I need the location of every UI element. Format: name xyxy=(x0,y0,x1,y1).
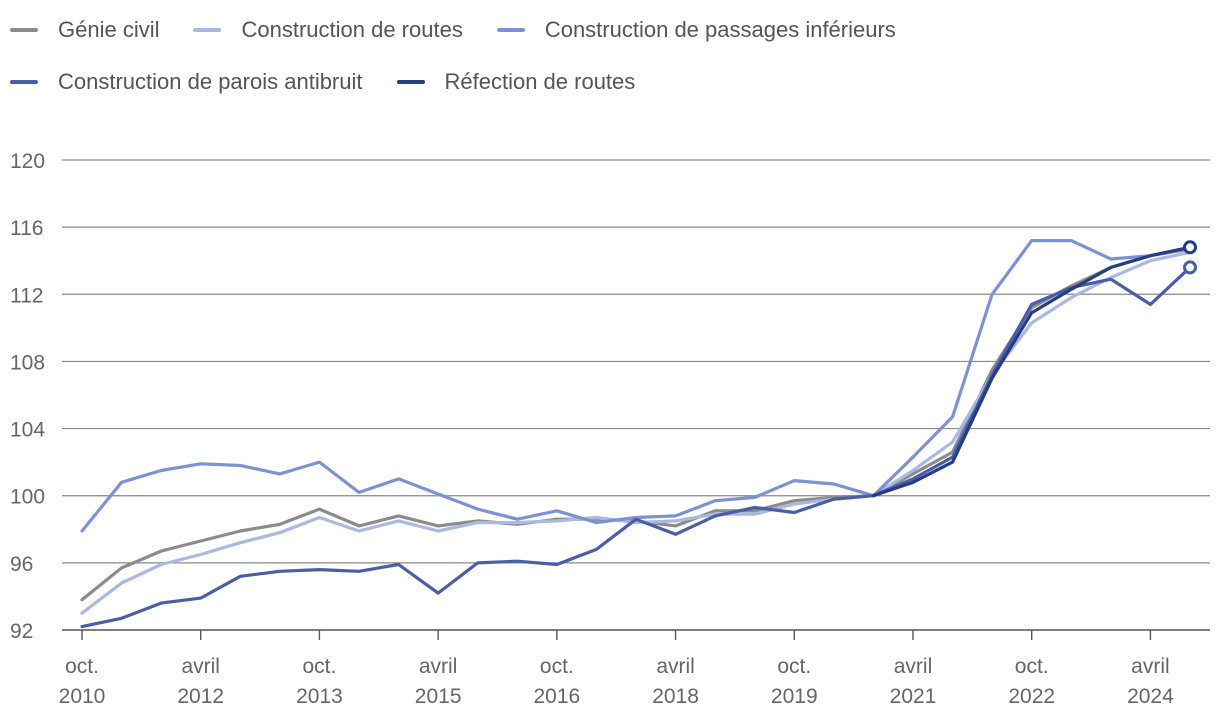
legend-row-1: Génie civil Construction de routes Const… xyxy=(10,10,1210,50)
legend-item-parois-antibruit: Construction de parois antibruit xyxy=(10,69,363,95)
series-lines xyxy=(80,239,1192,629)
y-tick-label-104: 104 xyxy=(10,419,45,442)
legend-swatch-refection-de-routes xyxy=(396,80,425,84)
x-tick-label-2016-10-month: oct. xyxy=(540,655,574,678)
legend-item-refection-de-routes: Réfection de routes xyxy=(396,69,636,95)
x-tick-label-2024-04-year: 2024 xyxy=(1127,685,1174,708)
series-line-refection-de-routes xyxy=(871,245,1192,498)
legend-swatch-construction-de-routes xyxy=(193,28,222,32)
x-tick-label-2021-04-year: 2021 xyxy=(890,685,937,708)
end-marker-construction-de-parois-antibruit xyxy=(1183,260,1197,275)
x-tick-label-2010-10-month: oct. xyxy=(65,655,99,678)
series-line-genie-civil xyxy=(80,247,1192,602)
x-tick-label-2012-04-year: 2012 xyxy=(177,685,224,708)
series-line-construction-de-passages-inferieurs xyxy=(80,239,1192,533)
y-tick-label-92: 92 xyxy=(10,620,33,643)
legend-item-passages-inferieurs: Construction de passages inférieurs xyxy=(496,17,896,43)
x-tick-label-2019-10-year: 2019 xyxy=(771,685,818,708)
legend-label-parois-antibruit: Construction de parois antibruit xyxy=(58,69,363,94)
x-tick-label-2021-04-month: avril xyxy=(894,655,933,678)
legend-item-construction-de-routes: Construction de routes xyxy=(193,17,463,43)
y-tick-label-120: 120 xyxy=(10,150,45,173)
y-tick-label-100: 100 xyxy=(10,486,45,509)
x-axis-ticks: oct. 2010 avril 2012 oct. 2013 avril 2015 oct. 20… xyxy=(59,630,1174,708)
x-tick-label-2013-10-year: 2013 xyxy=(296,685,343,708)
x-tick-label-2019-10-month: oct. xyxy=(777,655,811,678)
legend-swatch-passages-inferieurs xyxy=(496,28,525,32)
x-tick-label-2024-04-month: avril xyxy=(1131,655,1170,678)
legend-label-refection-de-routes: Réfection de routes xyxy=(444,69,636,94)
end-markers xyxy=(1183,240,1197,275)
x-tick-label-2022-10-year: 2022 xyxy=(1008,685,1055,708)
series-line-construction-de-parois-antibruit xyxy=(80,265,1192,629)
end-marker-refection-de-routes xyxy=(1183,240,1197,255)
x-tick-label-2012-04-month: avril xyxy=(181,655,220,678)
x-tick-label-2018-04-year: 2018 xyxy=(652,685,699,708)
x-tick-label-2015-04-year: 2015 xyxy=(415,685,462,708)
x-tick-label-2015-04-month: avril xyxy=(419,655,458,678)
x-tick-label-2016-10-year: 2016 xyxy=(533,685,580,708)
legend-label-construction-de-routes: Construction de routes xyxy=(241,17,463,42)
x-tick-label-2010-10-year: 2010 xyxy=(59,685,106,708)
x-tick-label-2022-10-month: oct. xyxy=(1015,655,1049,678)
legend-swatch-parois-antibruit xyxy=(10,80,38,84)
gridlines xyxy=(62,159,1210,631)
y-axis-tick-labels: 92 96 100 104 108 112 116 120 xyxy=(10,150,45,643)
legend-swatch-genie-civil xyxy=(10,28,38,32)
legend-item-genie-civil: Génie civil xyxy=(10,17,159,43)
y-tick-label-116: 116 xyxy=(10,217,43,240)
x-tick-label-2013-10-month: oct. xyxy=(302,655,336,678)
series-line-construction-de-routes xyxy=(80,250,1192,615)
y-tick-label-108: 108 xyxy=(10,351,45,374)
y-tick-label-96: 96 xyxy=(10,553,33,576)
legend: Génie civil Construction de routes Const… xyxy=(10,10,1210,114)
y-tick-label-112: 112 xyxy=(10,284,43,307)
legend-label-genie-civil: Génie civil xyxy=(58,17,160,42)
x-tick-label-2018-04-month: avril xyxy=(656,655,695,678)
legend-label-passages-inferieurs: Construction de passages inférieurs xyxy=(544,17,896,42)
legend-row-2: Construction de parois antibruit Réfecti… xyxy=(10,62,1210,102)
